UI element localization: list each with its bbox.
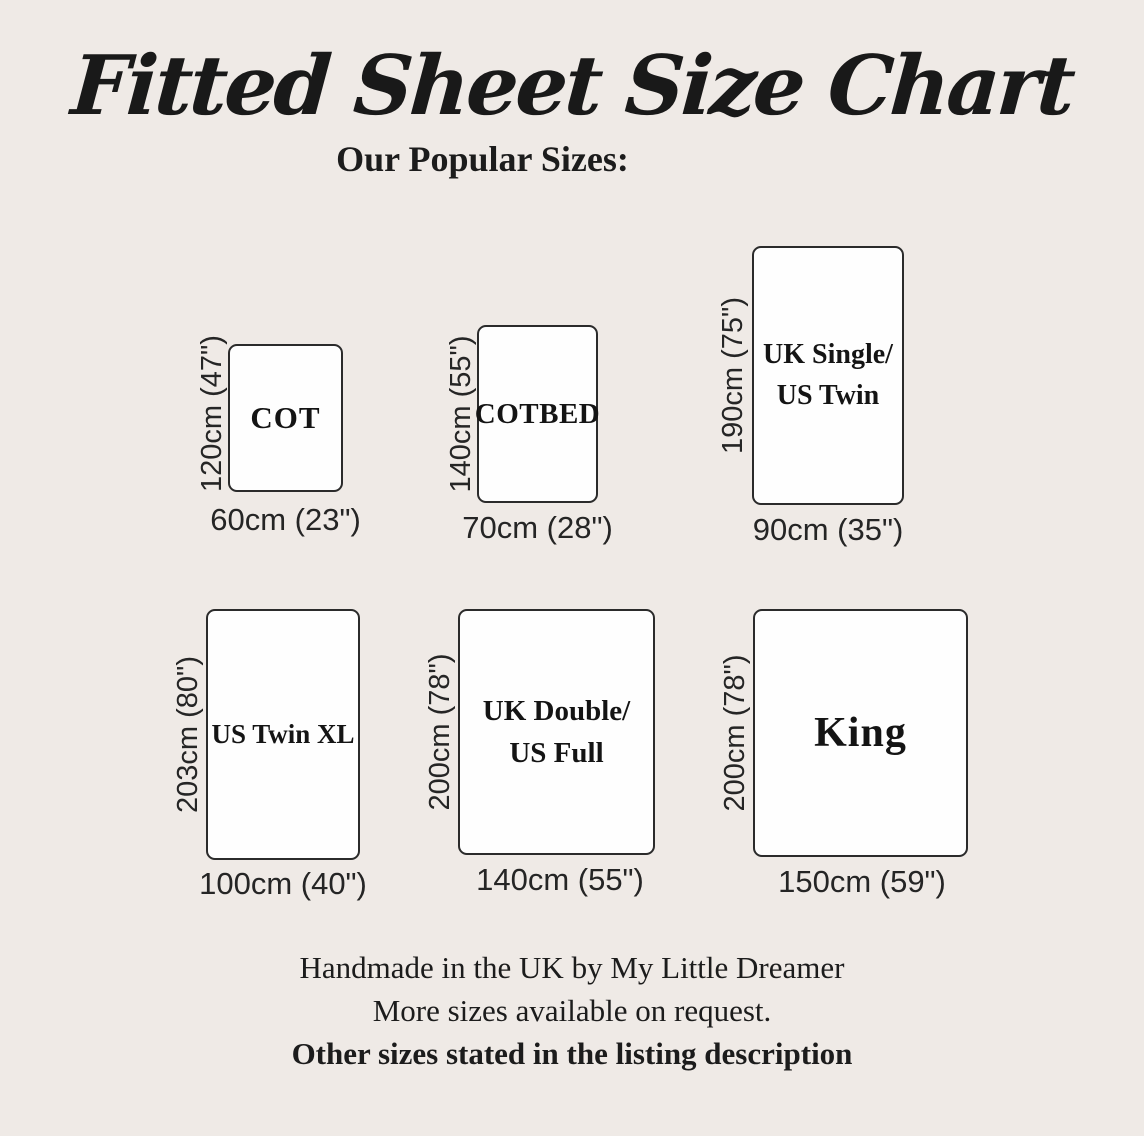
uk-single-height-label: 190cm (75")	[717, 297, 749, 454]
cotbed-name-line1: COTBED	[474, 397, 601, 430]
us-twin-xl-width-label: 100cm (40")	[199, 866, 367, 901]
king-sheet-rectangle: King	[753, 609, 968, 857]
uk-single-name-line1: UK Single/	[763, 338, 893, 370]
page-title: Fitted Sheet Size Chart	[68, 38, 1076, 134]
uk-double-name-line1: UK Double/	[482, 694, 631, 727]
cot-name: COT	[250, 396, 320, 441]
uk-double-name-line2: US Full	[509, 737, 604, 769]
uk-single-name-line2: US Twin	[776, 379, 880, 411]
uk-double-height-label: 200cm (78")	[424, 653, 456, 811]
cotbed-name: COTBED	[475, 393, 600, 435]
us-twin-xl-sheet-rectangle: US Twin XL	[206, 609, 360, 860]
cotbed-height-label: 140cm (55")	[445, 335, 477, 493]
king-width-label: 150cm (59")	[778, 864, 946, 899]
footer-other-sizes-text: Other sizes stated in the listing descri…	[291, 1036, 853, 1071]
king-name-line1: King	[814, 709, 907, 756]
uk-double-sheet-rectangle: UK Double/ US Full	[458, 609, 655, 855]
cot-width-label: 60cm (23")	[210, 502, 361, 537]
footer-more-sizes-text: More sizes available on request.	[372, 993, 772, 1028]
cot-height-label: 120cm (47")	[196, 335, 228, 492]
cot-sheet-rectangle: COT	[228, 344, 343, 492]
king-name: King	[814, 703, 907, 764]
uk-double-width-label: 140cm (55")	[476, 862, 644, 897]
us-twin-xl-name: US Twin XL	[211, 715, 354, 754]
cotbed-sheet-rectangle: COTBED	[475, 325, 600, 503]
king-height-label: 200cm (78")	[719, 654, 751, 812]
us-twin-xl-name-line1: US Twin XL	[211, 718, 355, 749]
cotbed-width-label: 70cm (28")	[462, 510, 613, 545]
page-subtitle: Our Popular Sizes:	[336, 139, 629, 179]
cot-name-line1: COT	[250, 399, 321, 435]
uk-double-name: UK Double/ US Full	[483, 690, 630, 774]
us-twin-xl-height-label: 203cm (80")	[172, 656, 204, 813]
footer-handmade-text: Handmade in the UK by My Little Dreamer	[299, 950, 845, 985]
uk-single-sheet-rectangle: UK Single/ US Twin	[752, 246, 904, 505]
uk-single-name: UK Single/ US Twin	[763, 335, 893, 416]
uk-single-width-label: 90cm (35")	[752, 512, 904, 547]
